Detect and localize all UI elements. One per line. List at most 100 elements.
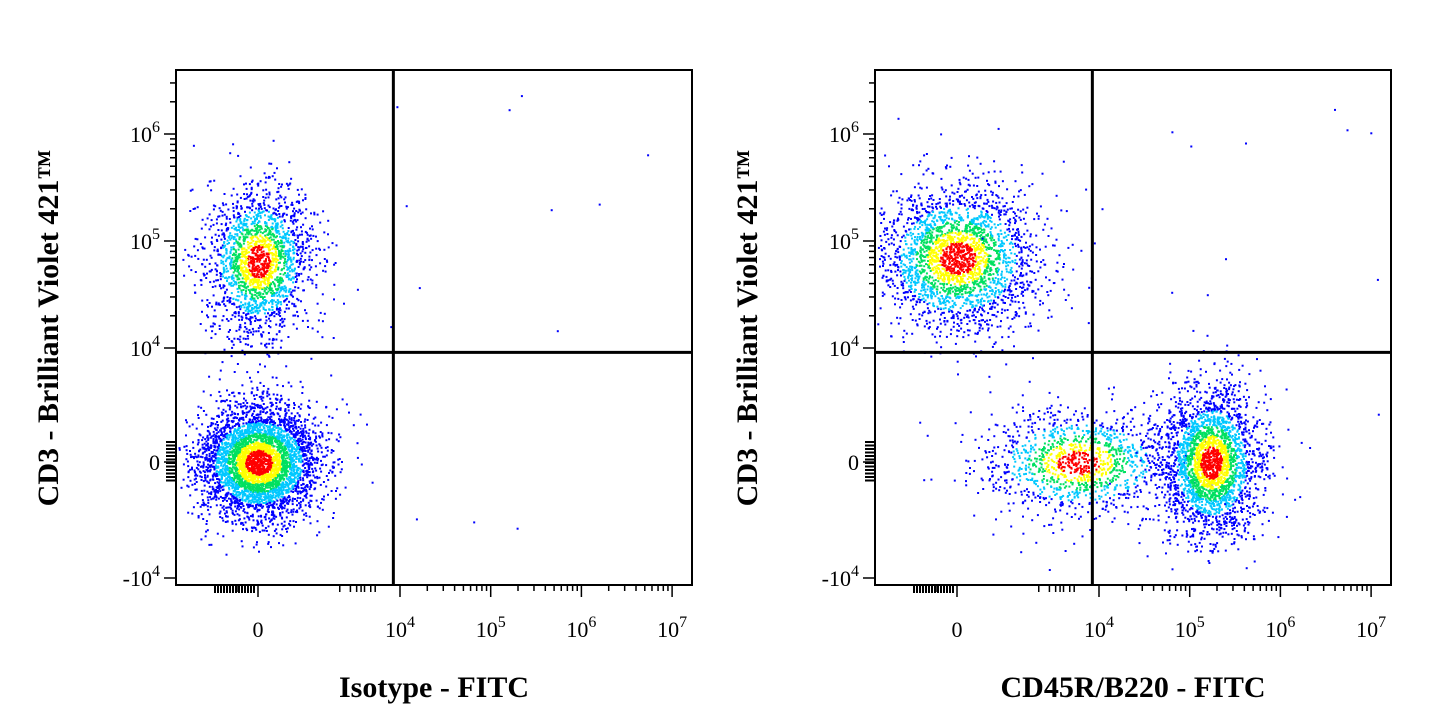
event-point [299, 449, 302, 452]
event-point [334, 497, 337, 500]
event-point [221, 244, 224, 247]
event-point [302, 453, 305, 455]
event-point [256, 469, 259, 471]
event-point [254, 465, 257, 467]
event-point [204, 503, 207, 506]
event-point [255, 463, 258, 466]
event-point [231, 463, 234, 466]
event-point [268, 435, 271, 438]
event-point [235, 400, 238, 403]
event-point [290, 449, 293, 452]
event-point [241, 454, 244, 457]
event-point [250, 457, 253, 460]
event-point [321, 320, 324, 323]
event-point [242, 228, 245, 231]
event-point [258, 255, 261, 258]
event-point [228, 483, 231, 486]
event-point [287, 381, 290, 384]
event-point [305, 431, 308, 434]
event-point [311, 225, 313, 228]
event-point [264, 502, 267, 504]
event-point [237, 462, 240, 465]
event-point [281, 492, 284, 494]
event-point [295, 458, 298, 460]
event-point [227, 417, 230, 420]
event-point [251, 327, 254, 330]
event-point [271, 435, 274, 438]
event-point [304, 424, 307, 427]
event-point [290, 425, 293, 427]
event-point [284, 470, 286, 473]
event-point [295, 487, 297, 490]
event-point [256, 254, 259, 257]
event-point [251, 504, 254, 507]
event-point [254, 480, 257, 483]
event-point [214, 434, 217, 437]
event-point [275, 476, 278, 479]
event-point [264, 515, 267, 518]
event-point [235, 306, 238, 309]
event-point [280, 440, 283, 443]
event-point [208, 433, 211, 436]
event-point [192, 456, 195, 458]
event-point [258, 430, 261, 433]
event-point [245, 439, 248, 442]
event-point [251, 467, 254, 470]
event-point [237, 455, 239, 458]
event-point [258, 480, 261, 483]
event-point [247, 497, 250, 500]
event-point [282, 320, 285, 323]
event-point [279, 399, 282, 402]
event-point [286, 436, 289, 439]
event-point [220, 432, 223, 435]
event-point [276, 412, 279, 415]
event-point [229, 448, 231, 451]
event-point [271, 490, 274, 493]
event-point [268, 422, 271, 425]
event-point [239, 506, 242, 508]
event-point [256, 404, 259, 407]
event-point [268, 490, 271, 493]
event-point [250, 446, 253, 449]
event-point [312, 234, 315, 237]
event-point [238, 514, 241, 517]
event-point [280, 185, 283, 188]
event-point [272, 494, 275, 497]
event-point [241, 410, 244, 413]
event-point [260, 519, 263, 522]
event-point [276, 226, 279, 229]
event-point [273, 436, 276, 439]
event-point [300, 439, 303, 442]
event-point [296, 188, 299, 191]
event-point [242, 465, 245, 468]
event-point [292, 424, 295, 427]
event-point [256, 292, 258, 295]
event-point [256, 456, 259, 458]
event-point [257, 484, 260, 487]
event-point [264, 322, 267, 325]
event-point [254, 484, 257, 487]
event-point [214, 233, 217, 236]
event-point [319, 221, 322, 224]
event-point [273, 429, 276, 432]
event-point [278, 232, 281, 235]
event-point [253, 427, 256, 430]
event-point [256, 445, 259, 448]
event-point [258, 294, 261, 297]
event-point [315, 435, 318, 438]
event-point [302, 477, 304, 480]
event-point [290, 430, 293, 433]
event-point [258, 502, 261, 505]
event-point [216, 453, 219, 456]
event-point [231, 479, 233, 482]
event-point [264, 527, 267, 529]
event-point [258, 434, 261, 437]
event-point [284, 258, 287, 260]
event-point [255, 420, 258, 423]
event-point [207, 508, 210, 511]
event-point [212, 315, 215, 318]
event-point [287, 398, 290, 401]
event-point [338, 458, 341, 460]
event-point [233, 441, 236, 444]
event-point [230, 442, 233, 445]
